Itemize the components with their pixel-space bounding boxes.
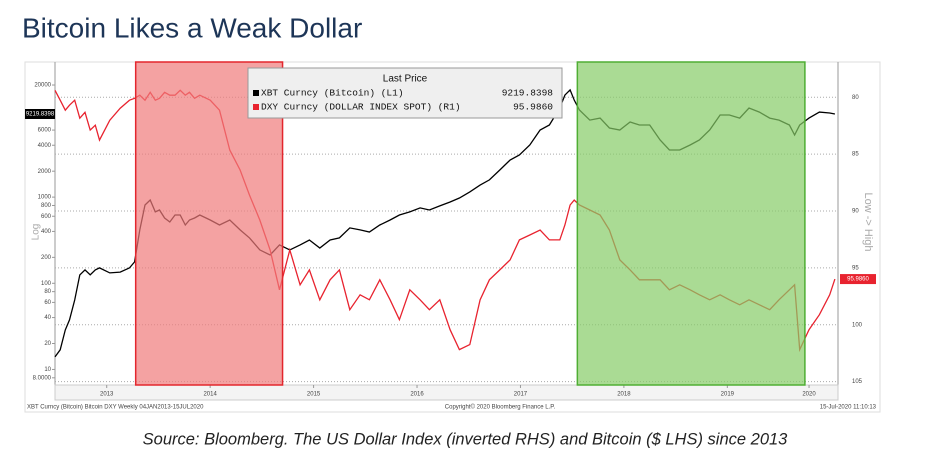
y-tick-label: 1000 [38, 195, 52, 201]
legend-box [247, 67, 563, 119]
legend-value: 9219.8398 [502, 88, 554, 99]
y2-tick-label: 90 [852, 209, 859, 215]
footer-right: 15-Jul-2020 11:10:13 [820, 405, 877, 411]
y2-tick-label: 80 [852, 95, 859, 101]
y-tick-label: 8.0000 [33, 375, 52, 381]
last-value-tag [25, 108, 55, 119]
x-tick-label: 2016 [410, 392, 424, 398]
y-tick-label: 4000 [38, 143, 52, 149]
legend-label: DXY Curncy (DOLLAR INDEX SPOT) (R1) [261, 102, 461, 113]
last-value-label: 95.9860 [847, 277, 869, 283]
y2-axis-label: Low -> High [862, 192, 874, 251]
legend-swatch [253, 104, 259, 110]
chart-title: Bitcoin Likes a Weak Dollar [22, 12, 362, 43]
last-value-tag [840, 274, 876, 285]
last-value-label: 9219.8398 [26, 112, 55, 118]
y-tick-label: 400 [41, 229, 52, 235]
legend-value: 95.9860 [513, 102, 553, 113]
legend-title: Last Price [383, 74, 428, 85]
x-tick-label: 2013 [100, 392, 114, 398]
legend-swatch [253, 90, 259, 96]
footer-left: XBT Curncy (Bitcoin) Bitcoin DXY Weekly … [27, 405, 204, 411]
x-axis-band [54, 384, 839, 401]
y2-tick-label: 85 [852, 152, 859, 158]
legend-label: XBT Curncy (Bitcoin) (L1) [261, 88, 404, 99]
y-tick-label: 800 [41, 203, 52, 209]
x-tick-label: 2017 [514, 392, 528, 398]
x-tick-label: 2014 [203, 392, 217, 398]
y-tick-label: 60 [44, 300, 51, 306]
y-tick-label: 600 [41, 214, 52, 220]
x-tick-label: 2020 [802, 392, 816, 398]
y-tick-label: 200 [41, 255, 52, 261]
footer-center: Copyright© 2020 Bloomberg Finance L.P. [445, 404, 556, 411]
y2-tick-label: 95 [852, 265, 859, 271]
caption: Source: Bloomberg. The US Dollar Index (… [143, 430, 789, 448]
y-axis-label: Log [31, 224, 42, 241]
y-tick-label: 20 [44, 341, 51, 347]
y-tick-label: 10 [44, 367, 51, 373]
y-tick-label: 100 [41, 281, 52, 287]
y-tick-label: 20000 [34, 83, 51, 89]
shaded-region [576, 61, 806, 386]
y-tick-label: 2000 [38, 169, 52, 175]
y-tick-label: 80 [44, 289, 51, 295]
x-tick-label: 2018 [617, 392, 631, 398]
y2-tick-label: 100 [852, 322, 863, 328]
x-tick-label: 2019 [721, 392, 735, 398]
x-tick-label: 2015 [307, 392, 321, 398]
y2-tick-label: 105 [852, 379, 863, 385]
y-tick-label: 40 [44, 315, 51, 321]
y-tick-label: 6000 [38, 128, 52, 134]
